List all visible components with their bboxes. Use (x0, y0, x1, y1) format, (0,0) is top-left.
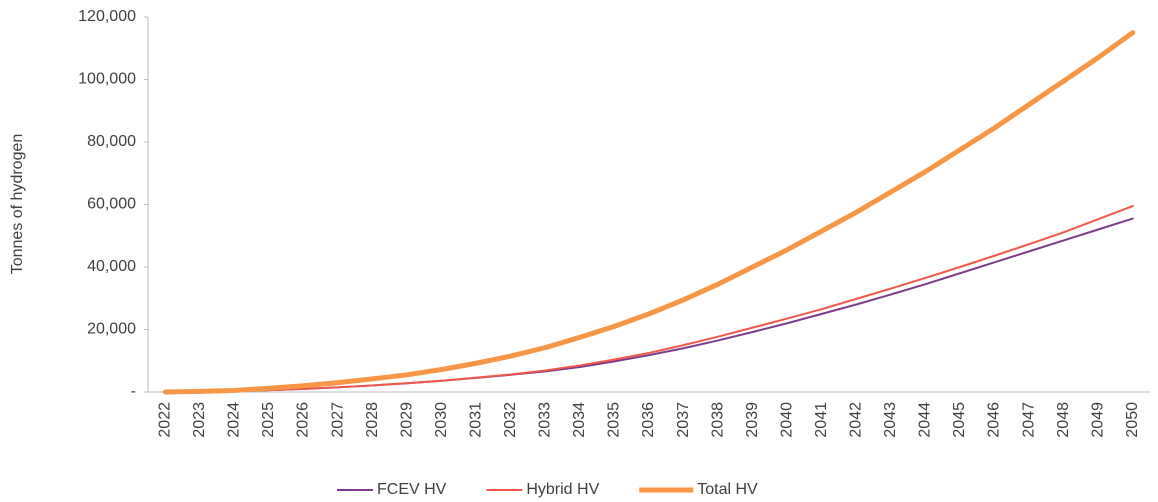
x-tick-label: 2023 (191, 402, 208, 438)
x-tick-label: 2035 (606, 402, 623, 438)
x-tick-label: 2029 (398, 402, 415, 438)
y-tick-label: 40,000 (87, 258, 136, 275)
x-tick-label: 2030 (433, 402, 450, 438)
x-tick-label: 2045 (951, 402, 968, 438)
x-tick-label: 2039 (744, 402, 761, 438)
x-tick-label: 2048 (1055, 402, 1072, 438)
y-tick-label: - (131, 383, 136, 400)
x-tick-label: 2042 (848, 402, 865, 438)
series-line (164, 217, 1134, 393)
x-tick-label: 2036 (640, 402, 657, 438)
x-tick-label: 2033 (537, 402, 554, 438)
series-line (164, 205, 1134, 393)
x-tick-label: 2044 (917, 402, 934, 438)
x-tick-label: 2038 (709, 402, 726, 438)
x-tick-label: 2046 (986, 402, 1003, 438)
x-tick-label: 2022 (156, 402, 173, 438)
y-tick-label: 80,000 (87, 133, 136, 150)
legend-label: Total HV (697, 481, 758, 498)
series-line (162, 30, 1136, 395)
y-tick-label: 100,000 (78, 71, 136, 88)
x-tick-label: 2025 (260, 402, 277, 438)
y-tick-label: 60,000 (87, 196, 136, 213)
legend-label: Hybrid HV (526, 481, 599, 498)
x-tick-label: 2034 (571, 402, 588, 438)
x-tick-label: 2041 (813, 402, 830, 438)
x-tick-label: 2040 (778, 402, 795, 438)
legend-label: FCEV HV (377, 481, 447, 498)
x-tick-label: 2049 (1089, 402, 1106, 438)
x-tick-label: 2028 (364, 402, 381, 438)
x-tick-label: 2037 (675, 402, 692, 438)
y-tick-label: 120,000 (78, 8, 136, 25)
x-tick-label: 2031 (467, 402, 484, 438)
x-tick-label: 2032 (502, 402, 519, 438)
y-axis-label: Tonnes of hydrogen (9, 134, 26, 275)
x-tick-label: 2024 (226, 402, 243, 438)
x-tick-label: 2050 (1124, 402, 1141, 438)
x-tick-label: 2047 (1020, 402, 1037, 438)
x-tick-label: 2027 (329, 402, 346, 438)
y-tick-label: 20,000 (87, 321, 136, 338)
x-tick-label: 2026 (295, 402, 312, 438)
x-tick-label: 2043 (882, 402, 899, 438)
